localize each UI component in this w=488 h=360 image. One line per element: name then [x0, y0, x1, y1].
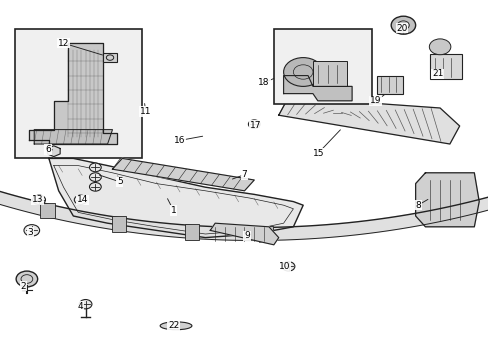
Text: 1: 1 [170, 206, 176, 215]
Polygon shape [278, 97, 459, 144]
Polygon shape [34, 130, 112, 144]
Circle shape [282, 262, 294, 271]
Text: 20: 20 [395, 23, 407, 32]
Circle shape [390, 16, 415, 34]
Text: 18: 18 [258, 78, 269, 87]
Circle shape [16, 271, 38, 287]
Text: 13: 13 [32, 195, 43, 204]
Circle shape [24, 225, 40, 236]
Polygon shape [112, 158, 254, 191]
Polygon shape [29, 43, 117, 144]
Bar [111, 216, 126, 232]
Bar [312, 61, 346, 86]
Bar [184, 224, 199, 240]
Circle shape [248, 120, 260, 129]
Circle shape [79, 300, 92, 309]
Text: 7: 7 [241, 170, 247, 179]
Text: 3: 3 [27, 228, 33, 237]
Circle shape [33, 195, 45, 204]
Circle shape [89, 183, 101, 191]
Circle shape [428, 39, 450, 55]
Text: 12: 12 [58, 39, 69, 48]
Text: 16: 16 [174, 136, 185, 145]
Polygon shape [210, 223, 278, 245]
Polygon shape [415, 173, 478, 227]
Bar [376, 76, 403, 94]
Text: 22: 22 [167, 321, 179, 330]
Circle shape [74, 195, 87, 204]
Circle shape [89, 173, 101, 181]
Polygon shape [47, 146, 60, 157]
Text: 8: 8 [414, 201, 420, 210]
Bar [273, 29, 371, 104]
Bar [15, 29, 142, 158]
Text: 6: 6 [45, 145, 51, 154]
Polygon shape [283, 76, 351, 101]
Circle shape [89, 163, 101, 172]
Ellipse shape [160, 322, 191, 330]
Circle shape [283, 58, 322, 86]
Text: 5: 5 [117, 177, 122, 186]
Text: 2: 2 [20, 282, 26, 291]
Text: 10: 10 [278, 262, 290, 271]
Bar [102, 53, 117, 62]
Text: 9: 9 [244, 231, 249, 240]
Bar [429, 54, 461, 79]
Text: 15: 15 [312, 149, 324, 158]
Bar [40, 203, 55, 219]
Polygon shape [49, 158, 303, 238]
Text: 19: 19 [369, 96, 381, 105]
Text: 4: 4 [78, 302, 83, 311]
Bar [258, 226, 273, 242]
Text: 17: 17 [249, 121, 261, 130]
Text: 21: 21 [431, 69, 443, 78]
Text: 11: 11 [140, 107, 151, 116]
Text: 14: 14 [76, 195, 88, 204]
